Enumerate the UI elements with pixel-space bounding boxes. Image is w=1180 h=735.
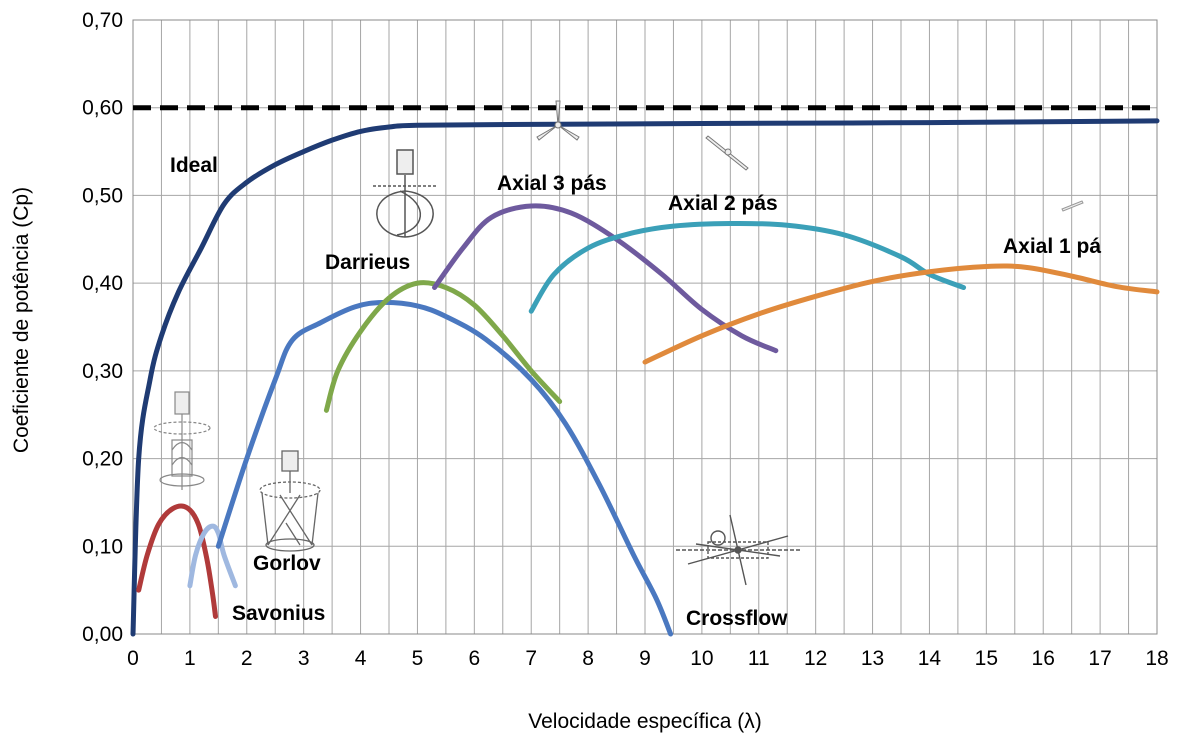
label-savonius: Savonius [232, 602, 325, 625]
series-line-6 [528, 220, 967, 314]
x-tick-label: 13 [861, 647, 884, 670]
label-axial-2: Axial 2 pás [668, 192, 778, 215]
x-tick-label: 1 [184, 647, 196, 670]
label-axial-1: Axial 1 pá [1003, 235, 1101, 258]
x-tick-label: 11 [748, 647, 770, 670]
y-tick-label: 0,40 [82, 272, 123, 295]
y-tick-label: 0,20 [82, 448, 123, 471]
series-line-4 [323, 280, 563, 413]
three-blade-axial-icon [536, 100, 580, 141]
series-line-3 [215, 299, 674, 637]
x-tick-label: 8 [582, 647, 594, 670]
x-tick-label: 14 [918, 647, 942, 670]
series-group [130, 118, 1160, 637]
x-axis-title: Velocidade específica (λ) [528, 710, 761, 733]
x-tick-label: 10 [690, 647, 713, 670]
series-line-1 [136, 503, 218, 619]
x-tick-label: 17 [1088, 647, 1111, 670]
series-line-0 [130, 118, 1160, 637]
series-line-7 [642, 263, 1160, 365]
y-tick-label: 0,60 [82, 97, 123, 120]
x-tick-label: 0 [127, 647, 139, 670]
x-tick-label: 5 [412, 647, 424, 670]
x-tick-label: 4 [355, 647, 367, 670]
x-tick-label: 18 [1145, 647, 1168, 670]
x-tick-label: 6 [468, 647, 480, 670]
label-gorlov: Gorlov [253, 552, 321, 575]
label-axial-3: Axial 3 pás [497, 172, 607, 195]
two-blade-axial-icon [705, 135, 749, 171]
x-tick-label: 7 [525, 647, 537, 670]
y-axis-title: Coeficiente de potência (Cp) [10, 187, 33, 453]
y-tick-label: 0,00 [82, 623, 123, 646]
one-blade-axial-icon [1061, 200, 1084, 212]
y-tick-label: 0,70 [82, 9, 123, 32]
x-tick-label: 16 [1032, 647, 1055, 670]
grid: 0,000,100,200,300,400,500,600,700 1 2 3 4 5 6 7… [82, 9, 1169, 670]
crossflow-rotor-icon [676, 514, 800, 586]
y-tick-label: 0,10 [82, 535, 123, 558]
x-tick-label: 9 [639, 647, 651, 670]
series-line-2 [187, 523, 238, 589]
vertical-axis-turbine-icon [153, 391, 211, 490]
series-line-5 [432, 203, 779, 354]
x-tick-label: 2 [241, 647, 253, 670]
y-tick-label: 0,50 [82, 184, 123, 207]
x-tick-label: 3 [298, 647, 310, 670]
gorlov-rotor-icon [259, 450, 321, 552]
plot-border [132, 19, 1158, 635]
y-tick-label: 0,30 [82, 360, 123, 383]
x-tick-label: 12 [804, 647, 827, 670]
label-crossflow: Crossflow [686, 607, 788, 630]
darrieus-rotor-icon [373, 149, 437, 238]
label-ideal: Ideal [170, 154, 218, 177]
label-darrieus: Darrieus [325, 251, 410, 274]
x-tick-label: 15 [975, 647, 998, 670]
